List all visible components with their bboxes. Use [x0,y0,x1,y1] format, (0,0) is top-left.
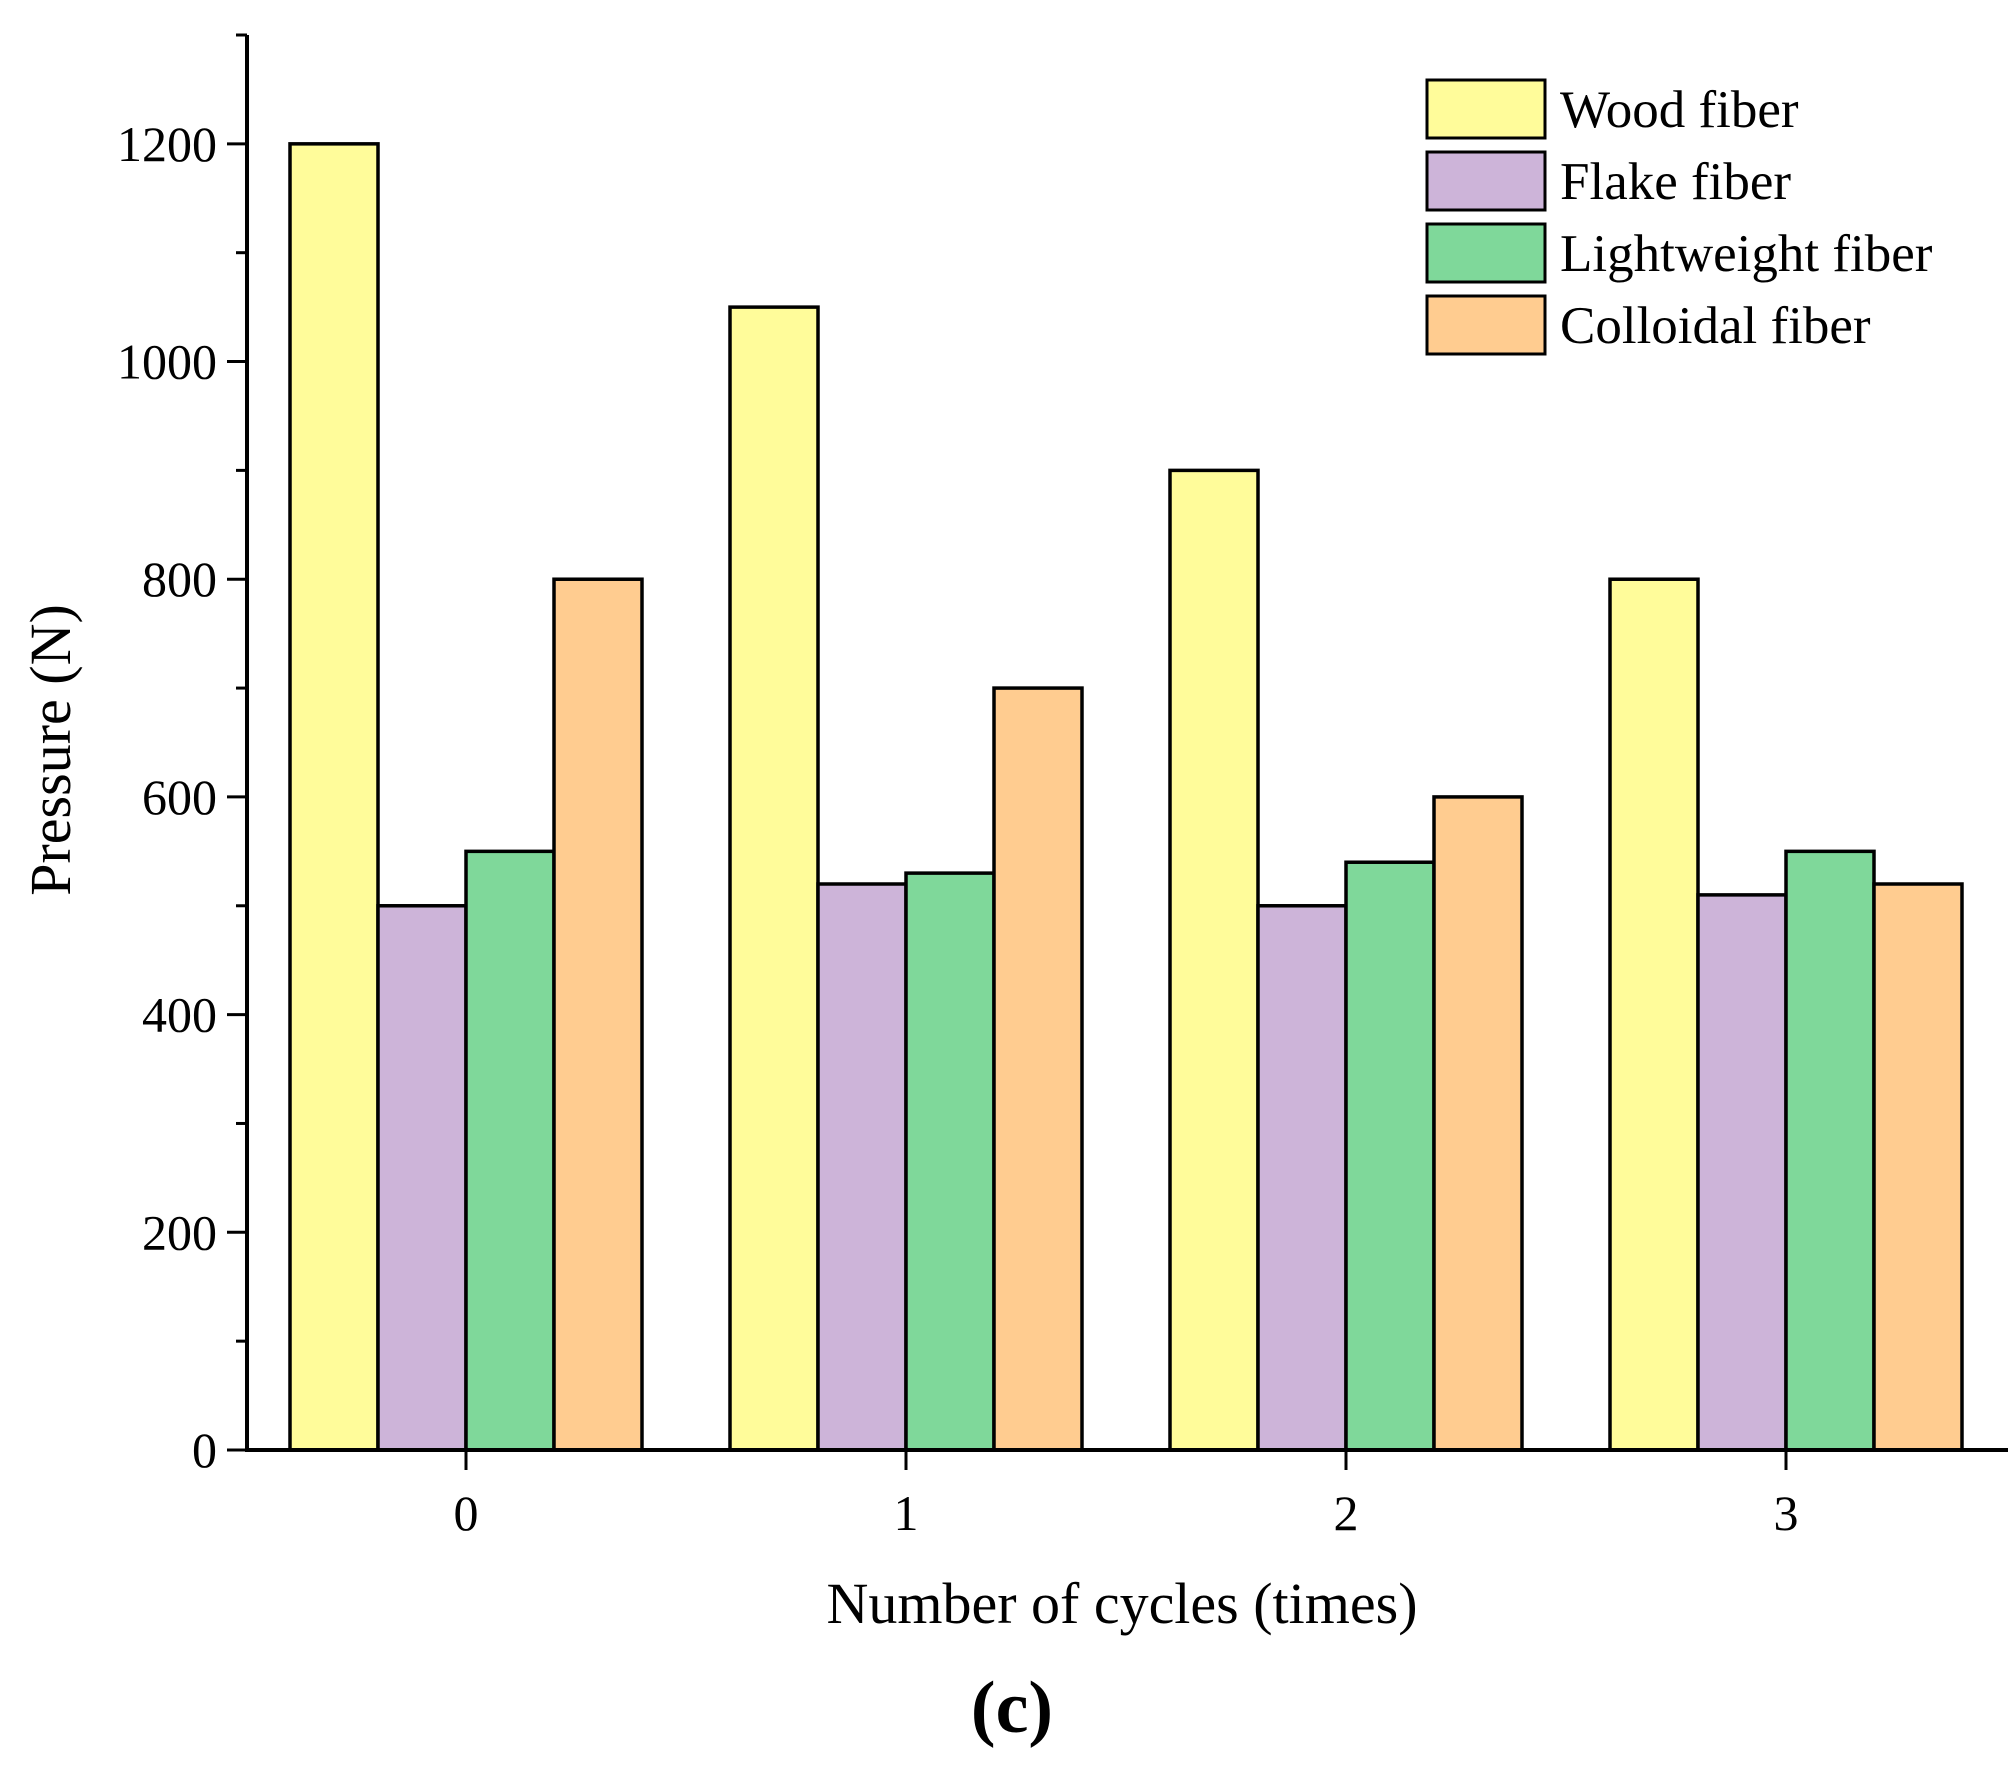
legend-label-colloidal-fiber: Colloidal fiber [1560,297,1871,355]
x-tick-label: 3 [1774,1485,1799,1541]
bar-wood-fiber-cycle-3 [1608,577,1700,1452]
x-tick-label: 0 [454,1485,479,1541]
legend-swatch-flake-fiber [1425,150,1547,212]
y-tick-label: 200 [142,1204,217,1260]
bar-wood-fiber-cycle-0 [288,142,380,1452]
bar-colloidal-fiber-cycle-0 [552,577,644,1452]
bar-wood-fiber-cycle-1 [728,305,820,1452]
legend-label-wood-fiber: Wood fiber [1560,81,1799,139]
y-axis-title: Pressure (N) [18,604,83,896]
bar-wood-fiber-cycle-2 [1168,468,1260,1452]
bar-flake-fiber-cycle-1 [816,882,908,1452]
bar-colloidal-fiber-cycle-1 [992,686,1084,1452]
y-tick-label: 1200 [117,116,217,172]
legend-label-flake-fiber: Flake fiber [1560,153,1791,211]
bar-flake-fiber-cycle-3 [1696,893,1788,1452]
x-axis-ticks: 0 1 2 3 [454,1450,1799,1541]
bar-lightweight-fiber-cycle-1 [904,871,996,1452]
bar-lightweight-fiber-cycle-0 [464,849,556,1452]
y-tick-label: 600 [142,769,217,825]
bar-colloidal-fiber-cycle-3 [1872,882,1964,1452]
x-tick-label: 2 [1334,1485,1359,1541]
y-tick-label: 800 [142,551,217,607]
legend: Wood fiber Flake fiber Lightweight fiber Co… [1425,78,1933,356]
y-tick-label: 0 [192,1422,217,1478]
bars-group [288,142,1964,1452]
bar-colloidal-fiber-cycle-2 [1432,795,1524,1452]
legend-swatch-lightweight-fiber [1425,222,1547,284]
legend-label-lightweight-fiber: Lightweight fiber [1560,225,1933,283]
bar-lightweight-fiber-cycle-2 [1344,860,1436,1452]
legend-swatch-colloidal-fiber [1425,294,1547,356]
bar-flake-fiber-cycle-2 [1256,904,1348,1452]
y-tick-label: 400 [142,987,217,1043]
y-axis-ticks: 0 200 400 600 800 1000 1200 [117,33,247,1478]
bar-lightweight-fiber-cycle-3 [1784,849,1876,1452]
x-tick-label: 1 [894,1485,919,1541]
y-tick-label: 1000 [117,334,217,390]
x-axis-title: Number of cycles (times) [826,1571,1417,1636]
panel-label: (c) [971,1667,1053,1749]
legend-swatch-wood-fiber [1425,78,1547,140]
bar-flake-fiber-cycle-0 [376,904,468,1452]
